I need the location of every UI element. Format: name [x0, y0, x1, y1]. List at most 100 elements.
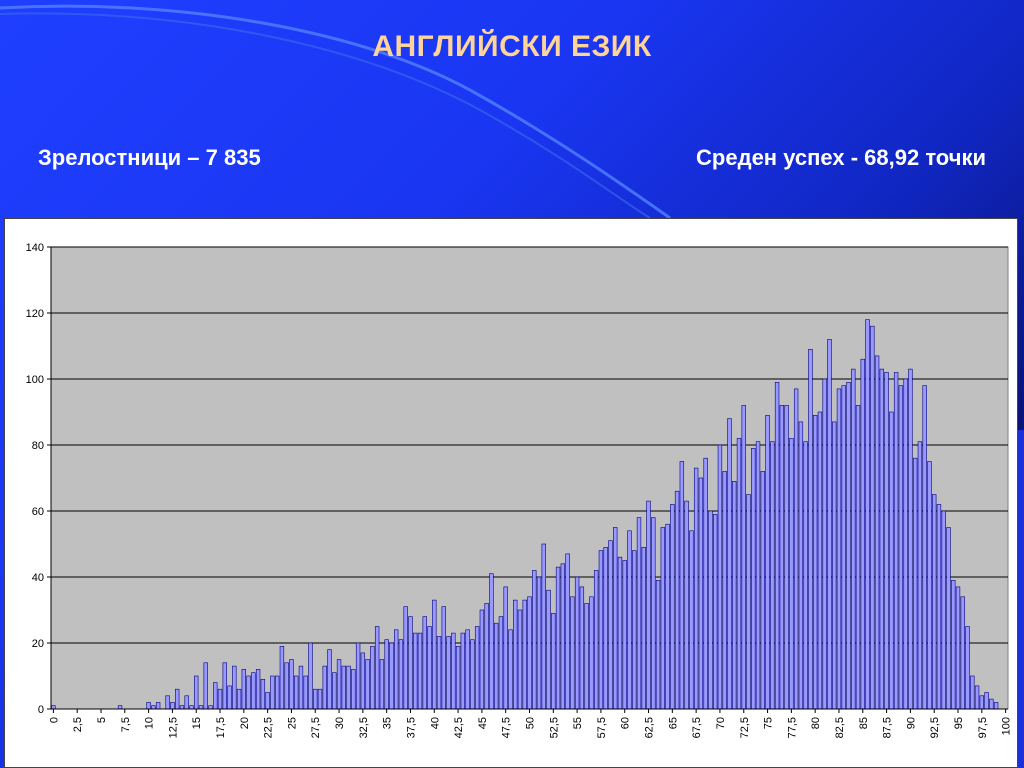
histogram-bar [332, 672, 337, 710]
x-tick-label: 45 [477, 717, 489, 729]
histogram-bar [641, 546, 646, 710]
slide-title: АНГЛИЙСКИ ЕЗИК [372, 30, 652, 63]
x-tick-label: 75 [763, 717, 775, 729]
histogram-bar [708, 510, 713, 710]
histogram-bar [922, 385, 927, 710]
histogram-bar [689, 530, 694, 710]
histogram-bar [736, 438, 742, 710]
histogram-bar [970, 675, 975, 710]
histogram-bar [474, 626, 480, 710]
histogram-bar [879, 368, 885, 710]
histogram-bar [560, 563, 566, 710]
histogram-bar [265, 692, 270, 710]
x-tick-label: 50 [525, 717, 537, 729]
histogram-bar [260, 678, 266, 710]
histogram-bar [251, 672, 256, 710]
x-tick-label: 65 [667, 717, 679, 729]
histogram-bar [298, 665, 304, 710]
histogram-bar [351, 669, 356, 710]
histogram-bar [479, 609, 485, 710]
histogram-bar [555, 566, 561, 710]
histogram-bar [574, 576, 580, 710]
histogram-bar [579, 586, 585, 710]
histogram-bar [965, 626, 970, 710]
histogram-bar [503, 586, 508, 710]
x-tick-label: 12,5 [167, 717, 179, 738]
histogram-bar [593, 570, 599, 710]
histogram-bar [889, 411, 894, 710]
histogram-bar [527, 596, 532, 710]
histogram-bar [779, 405, 785, 710]
x-tick-label: 30 [334, 717, 346, 729]
histogram-bar [717, 444, 723, 710]
histogram-bar [417, 632, 423, 710]
histogram-bar [379, 659, 385, 710]
x-tick-label: 80 [810, 717, 822, 729]
histogram-bar [898, 385, 904, 710]
histogram-bar [627, 530, 632, 710]
histogram-bar [165, 695, 170, 710]
histogram-bar [465, 629, 470, 710]
histogram-bar [698, 477, 704, 710]
histogram-bar [436, 636, 442, 710]
histogram-bar [441, 606, 446, 710]
x-tick-label: 0 [48, 717, 60, 723]
histogram-bar [655, 579, 661, 710]
histogram-bar [460, 632, 466, 710]
histogram-bar [536, 576, 542, 710]
histogram-bar [741, 405, 746, 710]
histogram-bar [608, 540, 613, 710]
histogram-bar [570, 596, 575, 710]
histogram-bar [313, 688, 318, 710]
histogram-bar [365, 659, 370, 710]
x-tick-label: 77,5 [786, 717, 798, 738]
histogram-bar [174, 688, 180, 710]
histogram-bar [232, 665, 237, 710]
histogram-bar [684, 500, 689, 710]
histogram-bar [646, 500, 651, 710]
histogram-bar [489, 573, 494, 710]
histogram-bar [603, 546, 608, 710]
histogram-bar [727, 418, 732, 710]
histogram-bar [389, 642, 394, 710]
histogram-bar [765, 415, 770, 710]
x-tick-label: 67,5 [691, 717, 703, 738]
histogram-bar [289, 659, 294, 710]
x-tick-label: 95 [953, 717, 965, 729]
x-tick-label: 90 [905, 717, 917, 729]
histogram-bar [903, 378, 908, 710]
histogram-bar [246, 675, 251, 710]
histogram-bar [317, 688, 323, 710]
y-tick-label: 100 [26, 374, 44, 386]
histogram-bar [398, 639, 404, 710]
x-tick-label: 40 [429, 717, 441, 729]
histogram-bar [679, 461, 685, 710]
histogram-bar [613, 527, 618, 710]
histogram-bar [912, 457, 918, 710]
histogram-bar [384, 639, 389, 710]
x-tick-label: 55 [572, 717, 584, 729]
histogram-bar [170, 702, 175, 710]
histogram-bar [270, 675, 275, 710]
histogram-bar [155, 702, 161, 710]
histogram-bar [370, 645, 375, 710]
x-tick-label: 27,5 [310, 717, 322, 738]
x-tick-label: 85 [858, 717, 870, 729]
histogram-bar [836, 388, 842, 710]
histogram-bar [827, 339, 832, 710]
x-tick-label: 57,5 [596, 717, 608, 738]
histogram-bar [327, 649, 332, 710]
histogram-bar [989, 698, 994, 710]
histogram-bar [194, 675, 199, 710]
y-tick-label: 80 [32, 440, 44, 452]
histogram-bar [774, 382, 780, 710]
histogram-bar [636, 517, 642, 710]
histogram-bar [798, 421, 804, 710]
histogram-bar [422, 616, 427, 710]
average-score: Среден успех - 68,92 точки [696, 145, 986, 170]
histogram-bar [470, 639, 475, 710]
x-tick-label: 92,5 [929, 717, 941, 738]
histogram-bar [851, 368, 856, 710]
histogram-bar [355, 642, 361, 710]
x-tick-label: 32,5 [358, 717, 370, 738]
